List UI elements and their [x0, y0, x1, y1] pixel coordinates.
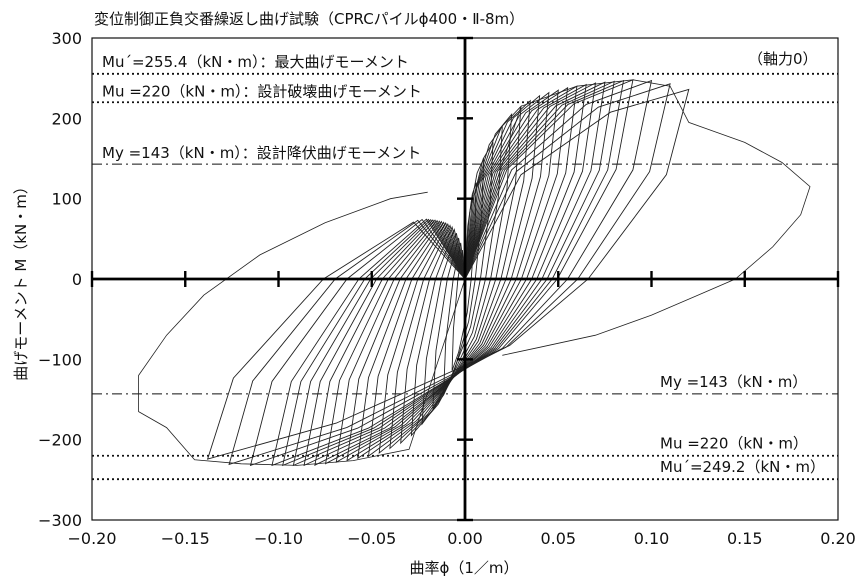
- reference-label-2: My =143（kN・m）：設計降伏曲げモーメント: [102, 144, 421, 162]
- reference-label-bg-2: [98, 143, 443, 163]
- y-tick-label-3: 0: [72, 270, 82, 289]
- chart-title: 変位制御正負交番繰返し曲げ試験（CPRCパイルϕ400・Ⅱ-8m）: [94, 10, 524, 28]
- reference-label-bg-4: [656, 433, 814, 453]
- hysteresis-loop-18: [249, 79, 653, 467]
- hysteresis-loop-15: [292, 80, 615, 467]
- reference-label-4: Mu =220（kN・m）: [660, 435, 808, 453]
- x-tick-label-8: 0.20: [820, 529, 856, 548]
- x-tick-label-4: 0.00: [447, 529, 483, 548]
- y-tick-label-0: 300: [51, 29, 82, 48]
- reference-label-3: My =143（kN・m）: [660, 373, 807, 391]
- reference-label-bg-1: [98, 81, 443, 101]
- x-tick-label-1: −0.15: [161, 529, 210, 548]
- reference-label-5: Mu´=249.2（kN・m）: [660, 458, 825, 476]
- x-tick-label-7: 0.15: [727, 529, 763, 548]
- y-tick-label-1: 200: [51, 109, 82, 128]
- envelope-negative: [138, 191, 466, 466]
- axial-force-note: （軸力0）: [748, 50, 818, 68]
- x-tick-label-6: 0.10: [634, 529, 670, 548]
- reference-label-0: Mu´=255.4（kN・m）：最大曲げモーメント: [102, 53, 409, 71]
- reference-label-bg-3: [656, 371, 814, 391]
- y-tick-label-2: 100: [51, 190, 82, 209]
- envelope-positive: [464, 79, 811, 356]
- hysteresis-loop-13: [314, 82, 597, 467]
- x-axis-title: 曲率ϕ（1／m）: [409, 559, 518, 577]
- y-tick-label-6: −300: [38, 511, 82, 530]
- x-tick-label-5: 0.05: [540, 529, 576, 548]
- x-tick-label-2: −0.10: [254, 529, 303, 548]
- x-tick-label-0: −0.20: [67, 529, 116, 548]
- reference-label-bg-5: [656, 457, 814, 477]
- reference-label-1: Mu =220（kN・m）：設計破壊曲げモーメント: [102, 82, 422, 100]
- y-tick-label-4: −100: [38, 350, 82, 369]
- x-tick-label-3: −0.05: [347, 529, 396, 548]
- y-tick-label-5: −200: [38, 431, 82, 450]
- hysteresis-curves: [138, 79, 811, 467]
- reference-label-bg-0: [98, 51, 443, 71]
- y-axis-title: 曲げモーメント M（kN・m）: [12, 179, 30, 381]
